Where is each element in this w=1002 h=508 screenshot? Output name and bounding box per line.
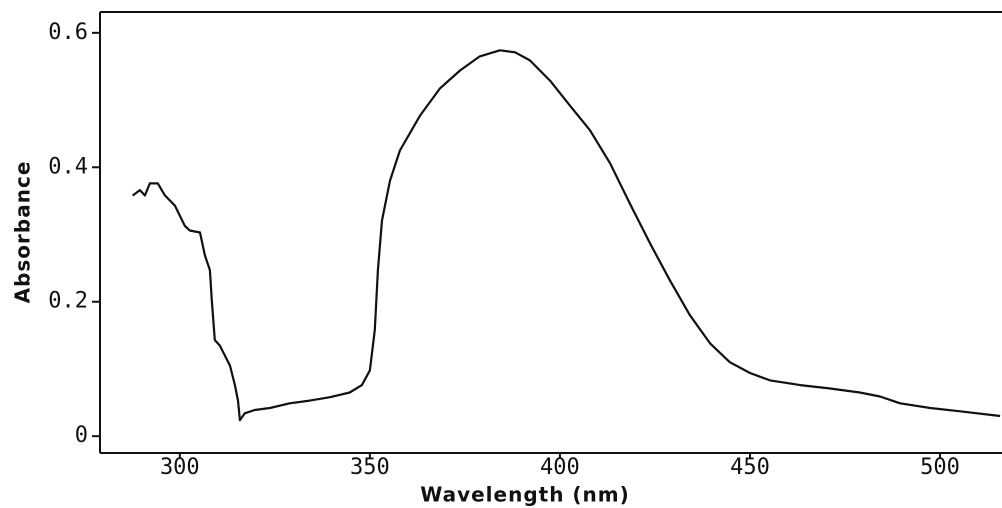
y-tick-label: 0 <box>75 423 88 448</box>
spectrum-line <box>132 49 1001 422</box>
x-tick-label: 450 <box>730 455 770 480</box>
y-tick-label: 0.4 <box>48 154 88 179</box>
x-tick-label: 300 <box>160 455 200 480</box>
y-axis-label: Absorbance <box>11 161 35 304</box>
x-tick-label: 350 <box>350 455 390 480</box>
x-tick-label: 400 <box>540 455 580 480</box>
x-axis-label: Wavelength (nm) <box>420 483 630 507</box>
y-tick-label: 0.2 <box>48 289 88 314</box>
x-tick-label: 500 <box>920 455 960 480</box>
y-tick-label: 0.6 <box>48 20 88 45</box>
